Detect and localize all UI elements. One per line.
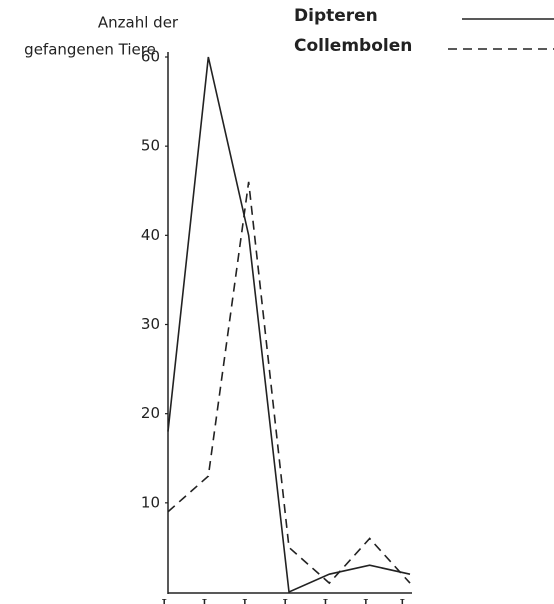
x-tick-label: I5 [202,596,216,604]
y-tick-label: 20 [141,404,160,422]
x-tick-label: I8 [323,596,337,604]
y-tick-label: 50 [141,137,160,155]
x-tick-label: I10 [399,596,420,604]
legend-label: Collembolen [294,36,412,56]
y-tick-label: 60 [141,48,160,66]
y-tick-label: 10 [141,493,160,511]
x-tick-label: I7 [282,596,296,604]
x-tick-label: I4 [161,596,175,604]
series-line [167,56,411,594]
y-axis-label: gefangenen Tiere [24,41,156,59]
x-tick-label: I9 [363,596,377,604]
y-tick-label: 40 [141,226,160,244]
y-tick-label: 30 [141,315,160,333]
legend-label: Dipteren [294,6,378,26]
y-axis-label: Anzahl der [98,14,179,32]
x-tick-label: I6 [242,596,256,604]
series-line [167,181,411,585]
